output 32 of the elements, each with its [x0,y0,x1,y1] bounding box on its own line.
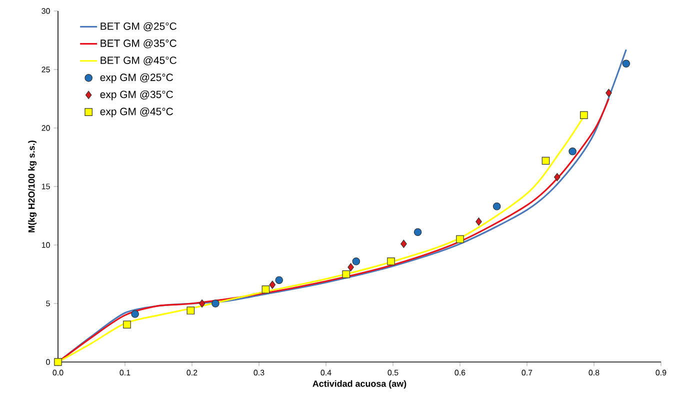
point [542,156,550,165]
point [212,300,220,308]
x-axis-title: Actividad acuosa (aw) [312,380,406,389]
point [131,310,139,318]
point [622,60,630,68]
point [54,358,62,366]
point [456,235,464,244]
legend-label: exp GM @25°C [100,73,173,84]
point [186,306,195,314]
point [275,276,283,284]
legend-label: BET GM @25°C [100,22,176,32]
legend-label: exp GM @45°C [100,108,173,118]
point [269,280,276,289]
point [492,202,501,210]
legend-label: BET GM @35°C [100,39,176,48]
point [606,88,612,97]
point [414,228,422,236]
point [580,111,588,120]
legend-label: exp GM @35°C [100,90,173,100]
point [387,257,395,266]
point [554,173,560,182]
point [123,320,131,328]
point [400,240,407,248]
point [198,299,206,308]
point [476,218,482,226]
y-axis-title: M(kg H2O/100 kg s.s.) [28,140,37,232]
point [348,263,354,272]
point [262,286,270,294]
point [342,270,350,278]
point [352,257,360,266]
legend-label: BET GM @45°C [100,56,176,66]
point [568,148,576,156]
